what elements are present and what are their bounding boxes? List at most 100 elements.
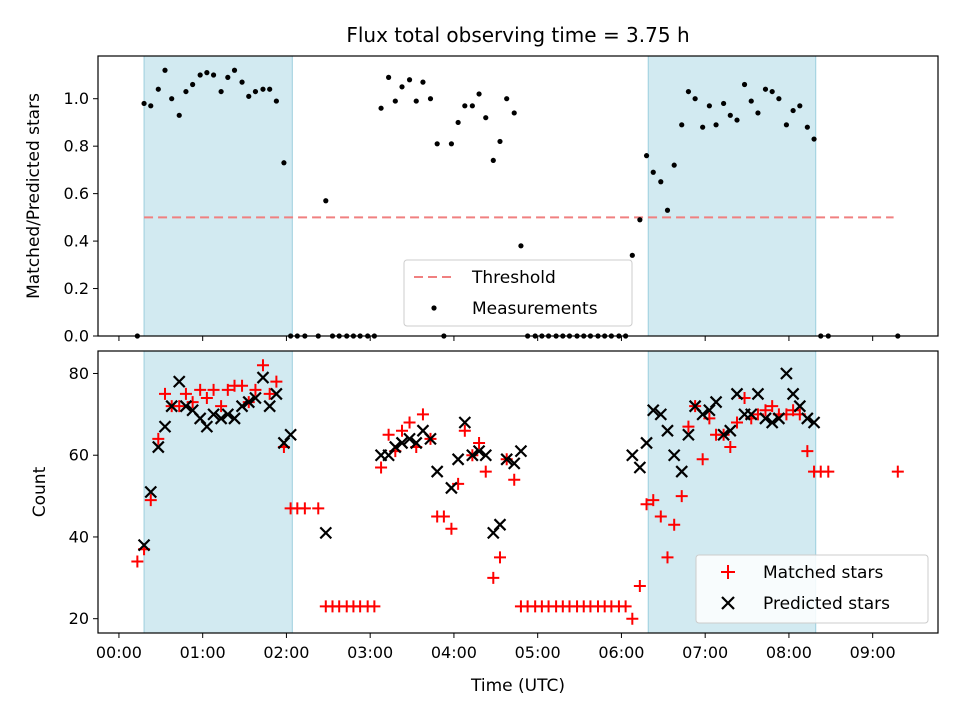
- measurement-point: [790, 107, 796, 114]
- predicted-star-point: [395, 436, 409, 450]
- matched-star-point: [487, 571, 500, 584]
- x-tick-label: 08:00: [766, 643, 812, 662]
- predicted-star-point: [751, 387, 765, 401]
- predicted-star-point: [507, 457, 521, 470]
- predicted-star-point: [466, 448, 479, 462]
- predicted-star-point: [165, 399, 178, 413]
- measurement-point: [210, 72, 217, 78]
- measurement-point: [455, 119, 461, 126]
- predicted-star-point: [389, 440, 402, 454]
- matched-star-point: [236, 379, 249, 392]
- predicted-star-point: [479, 448, 493, 462]
- measurement-point: [504, 96, 510, 102]
- measurement-point: [420, 79, 426, 85]
- top-legend-box: [403, 259, 633, 327]
- measurement-point: [734, 117, 740, 123]
- predicted-star-point: [514, 444, 528, 458]
- measurement-point: [141, 100, 147, 107]
- observing-window-band: [143, 350, 293, 634]
- predicted-star-point: [458, 416, 472, 429]
- predicted-star-point: [667, 448, 681, 462]
- measurement-point: [497, 138, 503, 145]
- predicted-star-point: [319, 526, 333, 540]
- measurement-point: [679, 122, 685, 128]
- measurement-point: [218, 88, 224, 95]
- matched-star-point: [801, 445, 814, 458]
- predicted-star-point: [765, 416, 779, 429]
- measurement-point: [231, 67, 238, 73]
- matched-star-point: [731, 416, 744, 429]
- predicted-star-point: [654, 408, 668, 421]
- matched-star-point: [633, 580, 646, 592]
- y-tick-label: 60: [69, 446, 89, 465]
- legend-measurements-swatch: [431, 305, 437, 311]
- measurement-point: [483, 115, 489, 121]
- measurement-point: [190, 81, 196, 88]
- matched-star-point: [298, 502, 311, 515]
- matched-star-point: [479, 465, 492, 478]
- measurement-point: [462, 103, 468, 109]
- measurement-point: [392, 98, 398, 104]
- predicted-star-point: [152, 440, 165, 454]
- predicted-star-point: [179, 399, 193, 413]
- matched-star-point: [493, 551, 506, 564]
- predicted-star-point: [724, 424, 737, 437]
- matched-star-point: [654, 510, 667, 523]
- predicted-star-point: [270, 387, 283, 401]
- measurement-point: [706, 103, 712, 109]
- predicted-star-point: [256, 371, 270, 384]
- matched-star-point: [158, 387, 171, 400]
- predicted-star-point: [696, 408, 709, 421]
- predicted-star-point: [661, 424, 674, 437]
- predicted-star-point: [207, 408, 220, 421]
- measurement-point: [741, 81, 748, 88]
- measurement-point: [406, 77, 413, 83]
- predicted-star-point: [158, 420, 172, 433]
- matched-star-point: [221, 383, 234, 396]
- measurement-point: [246, 93, 252, 99]
- x-axis-label: Time (UTC): [470, 676, 565, 696]
- y-tick-label: 0.4: [64, 232, 89, 251]
- measurement-point: [629, 252, 635, 258]
- matched-star-point: [144, 494, 157, 507]
- predicted-star-point: [786, 387, 800, 401]
- x-tick-label: 05:00: [515, 643, 561, 662]
- matched-star-point: [822, 465, 835, 478]
- matched-star-point: [131, 555, 144, 568]
- matched-star-point: [675, 490, 688, 503]
- matched-star-point: [437, 510, 450, 523]
- measurement-point: [378, 105, 384, 111]
- top-plot-frame: [97, 55, 939, 337]
- measurement-point: [183, 88, 189, 95]
- matched-star-point: [696, 453, 709, 466]
- measurement-point: [637, 217, 643, 223]
- predicted-star-point: [807, 416, 821, 429]
- top-x-ticks: [118, 336, 874, 341]
- top-y-axis-label: Matched/Predicted stars: [24, 93, 44, 299]
- predicted-star-point: [249, 391, 262, 405]
- matched-star-point: [368, 600, 381, 613]
- matched-star-point: [445, 522, 458, 535]
- measurement-point: [643, 153, 650, 159]
- matched-star-point: [724, 441, 737, 454]
- measurement-point: [427, 96, 434, 102]
- matched-star-point: [179, 387, 192, 400]
- matched-star-point: [661, 551, 674, 564]
- legend-matched-swatch: [721, 565, 735, 579]
- matched-star-point: [382, 428, 395, 441]
- predicted-star-point: [284, 428, 297, 442]
- matched-star-point: [263, 387, 276, 400]
- y-tick-label: 40: [69, 527, 89, 546]
- x-tick-label: 01:00: [180, 643, 226, 662]
- y-tick-label: 0.6: [64, 184, 89, 203]
- x-tick-label: 04:00: [431, 643, 477, 662]
- measurement-point: [176, 112, 182, 118]
- matched-star-point: [891, 465, 904, 478]
- measurement-point: [413, 98, 419, 104]
- predicted-star-point: [451, 453, 465, 466]
- bottom-y-ticks: 20 40 60 80: [69, 364, 98, 628]
- predicted-star-point: [709, 395, 723, 409]
- measurement-point: [323, 198, 329, 204]
- measurement-point: [169, 96, 175, 102]
